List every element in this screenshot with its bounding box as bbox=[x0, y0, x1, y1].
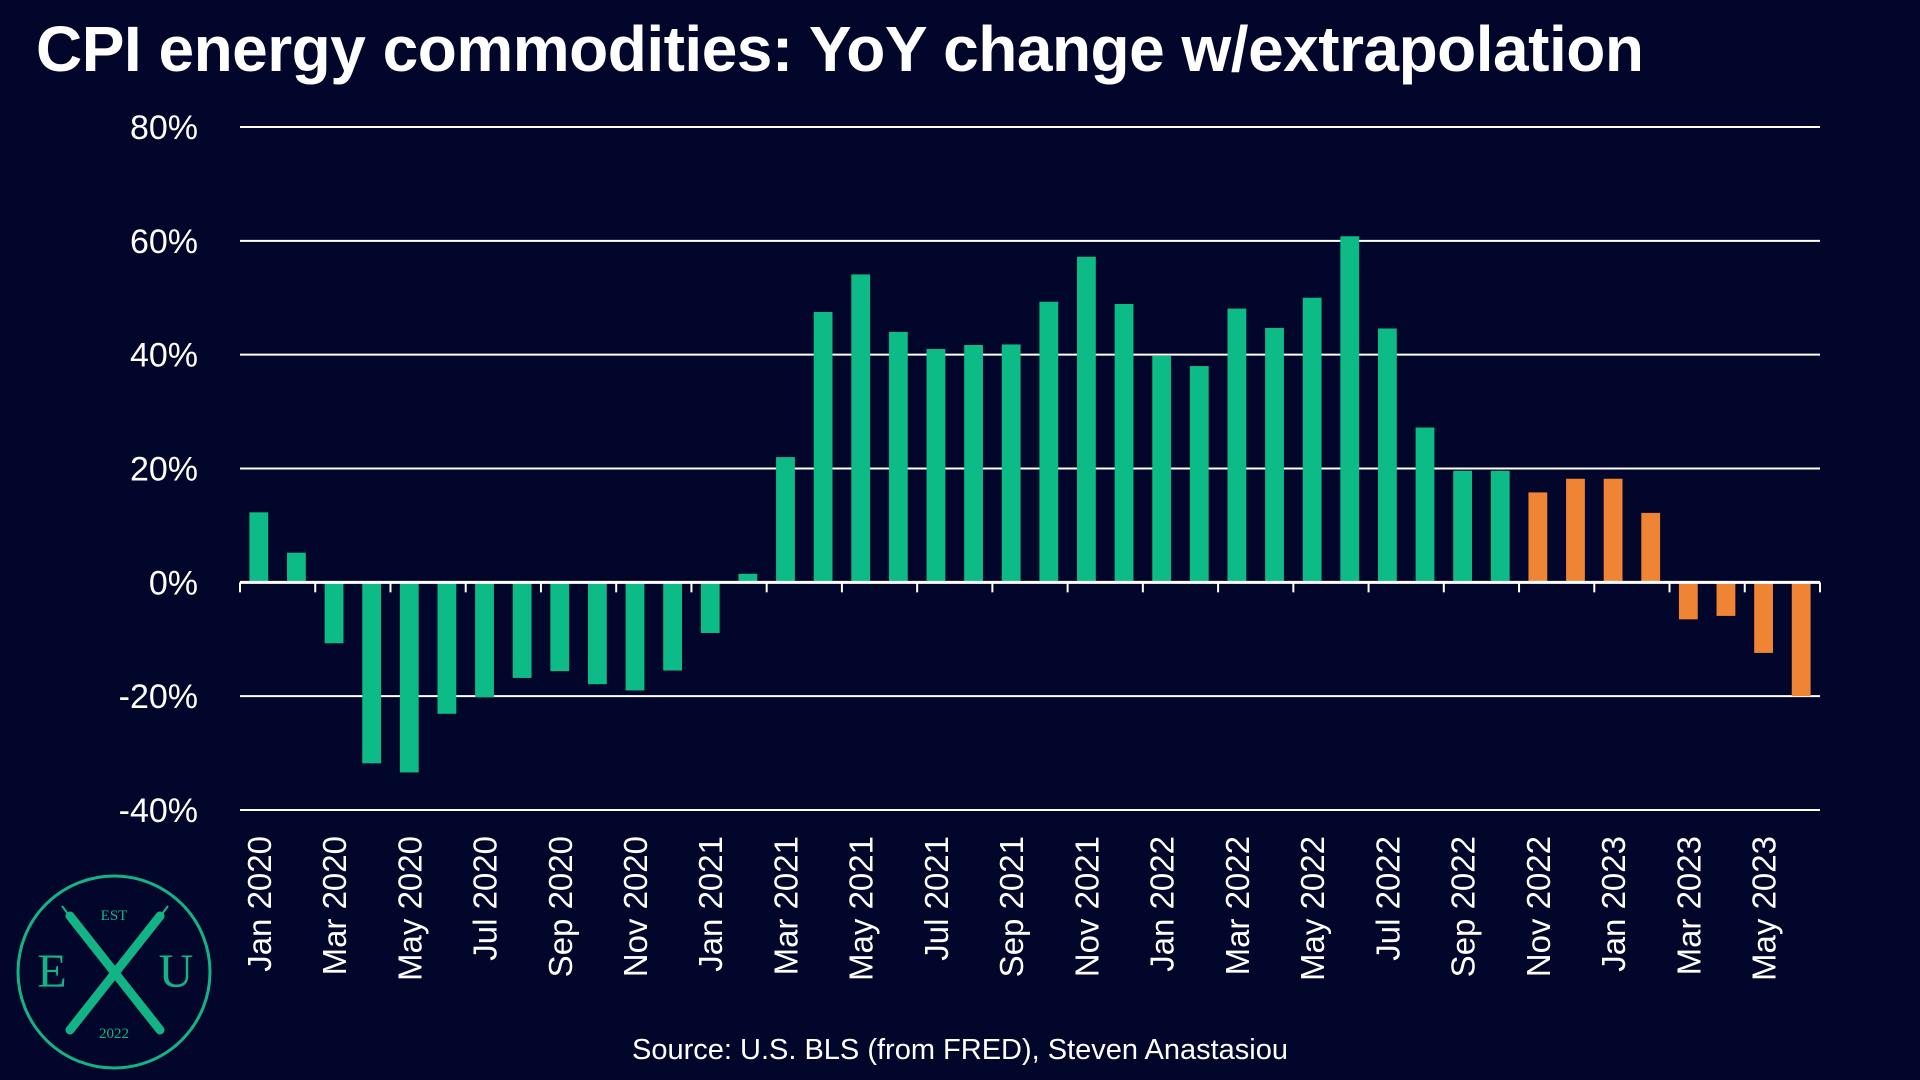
zero-axis bbox=[239, 580, 1821, 593]
bar-extrapolated bbox=[1641, 512, 1661, 583]
x-tick-label: Nov 2021 bbox=[1068, 836, 1105, 977]
bars bbox=[249, 236, 1811, 773]
bar-actual bbox=[1302, 297, 1322, 583]
x-tick-label: Jan 2023 bbox=[1595, 836, 1632, 972]
bar-actual bbox=[1265, 327, 1284, 583]
bar-actual bbox=[324, 582, 344, 644]
bar-actual bbox=[888, 331, 908, 583]
bar-actual bbox=[1077, 256, 1096, 583]
bar-actual bbox=[287, 552, 306, 583]
x-tick-label: Jul 2021 bbox=[918, 836, 955, 961]
x-tick-label: Sep 2022 bbox=[1445, 836, 1482, 977]
bar-actual bbox=[249, 512, 269, 583]
y-axis-tick-labels: 80% 60% 40% 20% 0% -20% -40% bbox=[119, 109, 198, 830]
chart-title: CPI energy commodities: YoY change w/ext… bbox=[36, 13, 1644, 85]
bar-actual bbox=[1453, 470, 1473, 583]
x-tick-label: Jan 2020 bbox=[241, 836, 278, 972]
bar-actual bbox=[475, 582, 494, 698]
x-tick-label: Nov 2022 bbox=[1520, 836, 1557, 977]
x-axis-tick-labels: Jan 2020 Mar 2020 May 2020 Jul 2020 Sep 2020… bbox=[241, 836, 1783, 981]
exu-logo: EST E U 2022 bbox=[16, 874, 212, 1070]
source-note: Source: U.S. BLS (from FRED), Steven Ana… bbox=[632, 1034, 1288, 1066]
logo-est: EST bbox=[101, 908, 128, 924]
bar-actual bbox=[926, 348, 946, 583]
bar-extrapolated bbox=[1754, 582, 1773, 653]
logo-x-tail-1 bbox=[61, 905, 75, 923]
bar-actual bbox=[1039, 301, 1059, 583]
gridlines bbox=[240, 126, 1820, 811]
bar-actual bbox=[851, 274, 871, 583]
logo-ring bbox=[16, 874, 212, 1070]
bar-extrapolated bbox=[1716, 582, 1736, 616]
bar-extrapolated bbox=[1566, 478, 1585, 583]
y-tick-label: 0% bbox=[149, 564, 198, 602]
x-tick-label: Jul 2022 bbox=[1369, 836, 1406, 961]
bar-actual bbox=[1340, 236, 1360, 583]
logo-x-tail-2 bbox=[155, 905, 169, 923]
bar-actual bbox=[776, 457, 795, 583]
bar-extrapolated bbox=[1791, 582, 1811, 697]
x-tick-label: Mar 2023 bbox=[1670, 836, 1707, 975]
bar-actual bbox=[399, 582, 419, 773]
y-tick-label: 80% bbox=[130, 109, 198, 147]
bar-actual bbox=[362, 582, 382, 764]
y-tick-label: 20% bbox=[130, 451, 198, 489]
bar-actual bbox=[587, 582, 607, 685]
bar-actual bbox=[1227, 308, 1247, 583]
logo-year: 2022 bbox=[99, 1026, 129, 1042]
y-tick-label: -20% bbox=[119, 678, 198, 716]
x-tick-label: Sep 2020 bbox=[542, 836, 579, 977]
bar-actual bbox=[1490, 470, 1510, 583]
y-tick-label: 40% bbox=[130, 337, 198, 375]
x-tick-label: May 2021 bbox=[843, 836, 880, 981]
bar-actual bbox=[550, 582, 570, 672]
bar-actual bbox=[512, 582, 532, 678]
bar-actual bbox=[437, 582, 457, 714]
bar-actual bbox=[1415, 427, 1435, 583]
bar-actual bbox=[1001, 344, 1021, 583]
bar-actual bbox=[813, 311, 833, 583]
bar-actual bbox=[625, 582, 645, 691]
x-tick-label: May 2022 bbox=[1294, 836, 1331, 981]
bar-actual bbox=[1152, 355, 1172, 583]
x-tick-label: Jan 2022 bbox=[1144, 836, 1181, 972]
bar-actual bbox=[700, 582, 720, 633]
bar-extrapolated bbox=[1528, 492, 1548, 583]
bar-actual bbox=[738, 573, 758, 583]
bar-actual bbox=[964, 344, 983, 583]
x-tick-label: May 2023 bbox=[1746, 836, 1783, 981]
x-tick-label: Jul 2020 bbox=[467, 836, 504, 961]
bar-actual bbox=[1189, 366, 1209, 583]
bar-actual bbox=[1377, 328, 1397, 583]
bar-extrapolated bbox=[1603, 478, 1623, 583]
bar-actual bbox=[663, 582, 683, 671]
y-tick-label: -40% bbox=[119, 792, 198, 830]
logo-letter-e: E bbox=[37, 945, 66, 998]
y-tick-label: 60% bbox=[130, 223, 198, 261]
logo-letter-u: U bbox=[159, 945, 194, 998]
x-tick-label: Mar 2020 bbox=[316, 836, 353, 975]
x-tick-label: Jan 2021 bbox=[692, 836, 729, 972]
x-tick-label: Mar 2021 bbox=[767, 836, 804, 975]
x-tick-label: Mar 2022 bbox=[1219, 836, 1256, 975]
x-tick-label: Sep 2021 bbox=[993, 836, 1030, 977]
x-tick-label: May 2020 bbox=[391, 836, 428, 981]
logo-x-stroke-2 bbox=[65, 911, 165, 1035]
x-tick-label: Nov 2020 bbox=[617, 836, 654, 977]
bar-extrapolated bbox=[1678, 582, 1698, 620]
bar-actual bbox=[1114, 304, 1134, 583]
